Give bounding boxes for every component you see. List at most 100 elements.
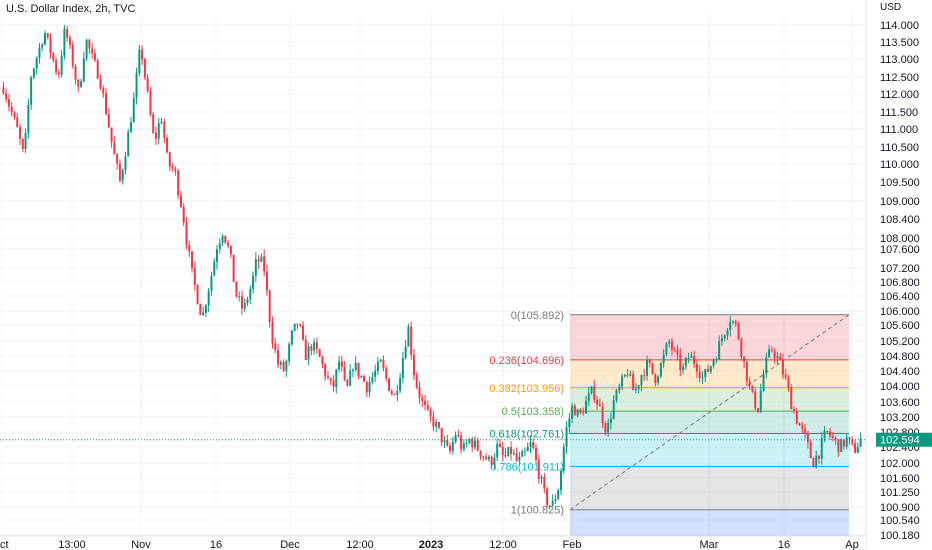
- candle-body: [399, 377, 402, 391]
- candle-body: [268, 290, 271, 323]
- candle-body: [340, 361, 343, 367]
- candle-body: [132, 98, 135, 123]
- candle-body: [379, 359, 382, 362]
- candle-body: [634, 388, 637, 391]
- candle-body: [418, 387, 421, 398]
- candle-body: [249, 288, 252, 300]
- price-tick-label: 109.000: [880, 196, 920, 208]
- candle-body: [99, 78, 102, 89]
- candle-body: [756, 408, 759, 413]
- candle-body: [329, 378, 332, 381]
- time-tick-label: Nov: [131, 539, 151, 550]
- candle-body: [163, 121, 166, 138]
- candle-body: [102, 88, 105, 94]
- candle-body: [91, 48, 94, 54]
- candle-body: [468, 439, 471, 444]
- candle-body: [288, 344, 291, 361]
- candle-body: [146, 77, 149, 92]
- price-axis[interactable]: USD 114.000 113.500 113.000 112.500 112.000 11…: [865, 0, 932, 550]
- candle-body: [698, 371, 701, 378]
- candle-body: [182, 206, 185, 223]
- candle-body: [621, 376, 624, 387]
- candle-body: [823, 431, 826, 439]
- candle-body: [277, 349, 280, 365]
- candle-body: [432, 416, 435, 427]
- last-price-badge: [876, 432, 932, 447]
- candle-body: [601, 406, 604, 424]
- price-tick-label: 112.000: [880, 89, 919, 101]
- price-tick-label: 104.000: [880, 381, 920, 393]
- candle-body: [41, 44, 44, 48]
- candle-body: [127, 131, 130, 157]
- candle-body: [110, 127, 113, 142]
- candle-body: [659, 363, 662, 377]
- candle-body: [44, 33, 46, 45]
- candle-body: [781, 360, 784, 375]
- candle-body: [798, 423, 801, 426]
- candle-body: [199, 304, 202, 316]
- candle-body: [768, 349, 771, 358]
- time-tick-label: Oct: [0, 539, 9, 550]
- candle-body: [191, 251, 194, 268]
- candle-body: [462, 443, 465, 450]
- last-price-label: 102.594: [880, 435, 920, 447]
- time-tick-label: 13:00: [58, 539, 86, 550]
- candle-body: [646, 360, 648, 377]
- candle-body: [426, 405, 429, 410]
- candle-body: [826, 431, 829, 433]
- time-axis[interactable]: Oct 13:00 Nov 16 Dec 12:00 2023 12:00 Feb Mar 16 Ap: [0, 535, 866, 550]
- candle-body: [793, 409, 796, 412]
- price-tick-label: 107.600: [880, 244, 920, 256]
- candle-body: [474, 440, 476, 448]
- candle-body: [326, 376, 329, 379]
- candle-body: [35, 57, 38, 69]
- candle-body: [532, 442, 535, 448]
- price-tick-label: 108.000: [880, 233, 920, 245]
- candle-body: [562, 446, 565, 471]
- candle-body: [851, 439, 854, 444]
- candle-body: [482, 456, 485, 458]
- candle-body: [651, 362, 654, 374]
- candle-body: [174, 168, 177, 171]
- candle-body: [263, 256, 266, 272]
- candle-body: [576, 409, 579, 416]
- candle-body: [130, 122, 132, 132]
- price-tick-label: 110.500: [880, 142, 919, 154]
- candle-body: [684, 358, 687, 367]
- candle-body: [232, 254, 235, 282]
- price-tick-label: 100.180: [880, 530, 920, 542]
- candle-body: [177, 170, 180, 196]
- candle-body: [66, 28, 69, 38]
- candle-body: [557, 490, 560, 500]
- candle-body: [701, 376, 704, 378]
- price-tick-label: 110.000: [880, 159, 919, 171]
- candle-body: [52, 53, 55, 61]
- price-tick-label: 113.000: [880, 54, 919, 66]
- candle-body: [543, 476, 546, 489]
- candle-body: [335, 369, 338, 387]
- time-tick-label: 16: [778, 539, 790, 550]
- candle-body: [141, 49, 144, 60]
- candle-body: [795, 411, 798, 424]
- price-tick-label: 100.540: [880, 515, 920, 527]
- candle-body: [227, 242, 230, 246]
- fibonacci-retracement[interactable]: 0(105.892) 0.236(104.696) 0.382(103.956) 0.…: [489, 310, 850, 536]
- candle-body: [587, 393, 590, 402]
- candle-body: [729, 322, 732, 331]
- candle-body: [285, 360, 288, 371]
- candle-body: [57, 72, 60, 75]
- price-tick-label: 104.400: [880, 366, 920, 378]
- candle-body: [188, 245, 191, 252]
- candle-body: [476, 440, 479, 451]
- candle-body: [831, 436, 834, 438]
- candle-body: [718, 341, 721, 360]
- candle-body: [848, 437, 851, 440]
- candle-body: [709, 366, 712, 372]
- candle-body: [759, 390, 762, 413]
- time-tick-label: 16: [210, 539, 222, 550]
- candle-body: [296, 323, 299, 325]
- candle-body: [382, 359, 385, 369]
- candle-body: [80, 81, 83, 87]
- candle-body: [668, 341, 671, 344]
